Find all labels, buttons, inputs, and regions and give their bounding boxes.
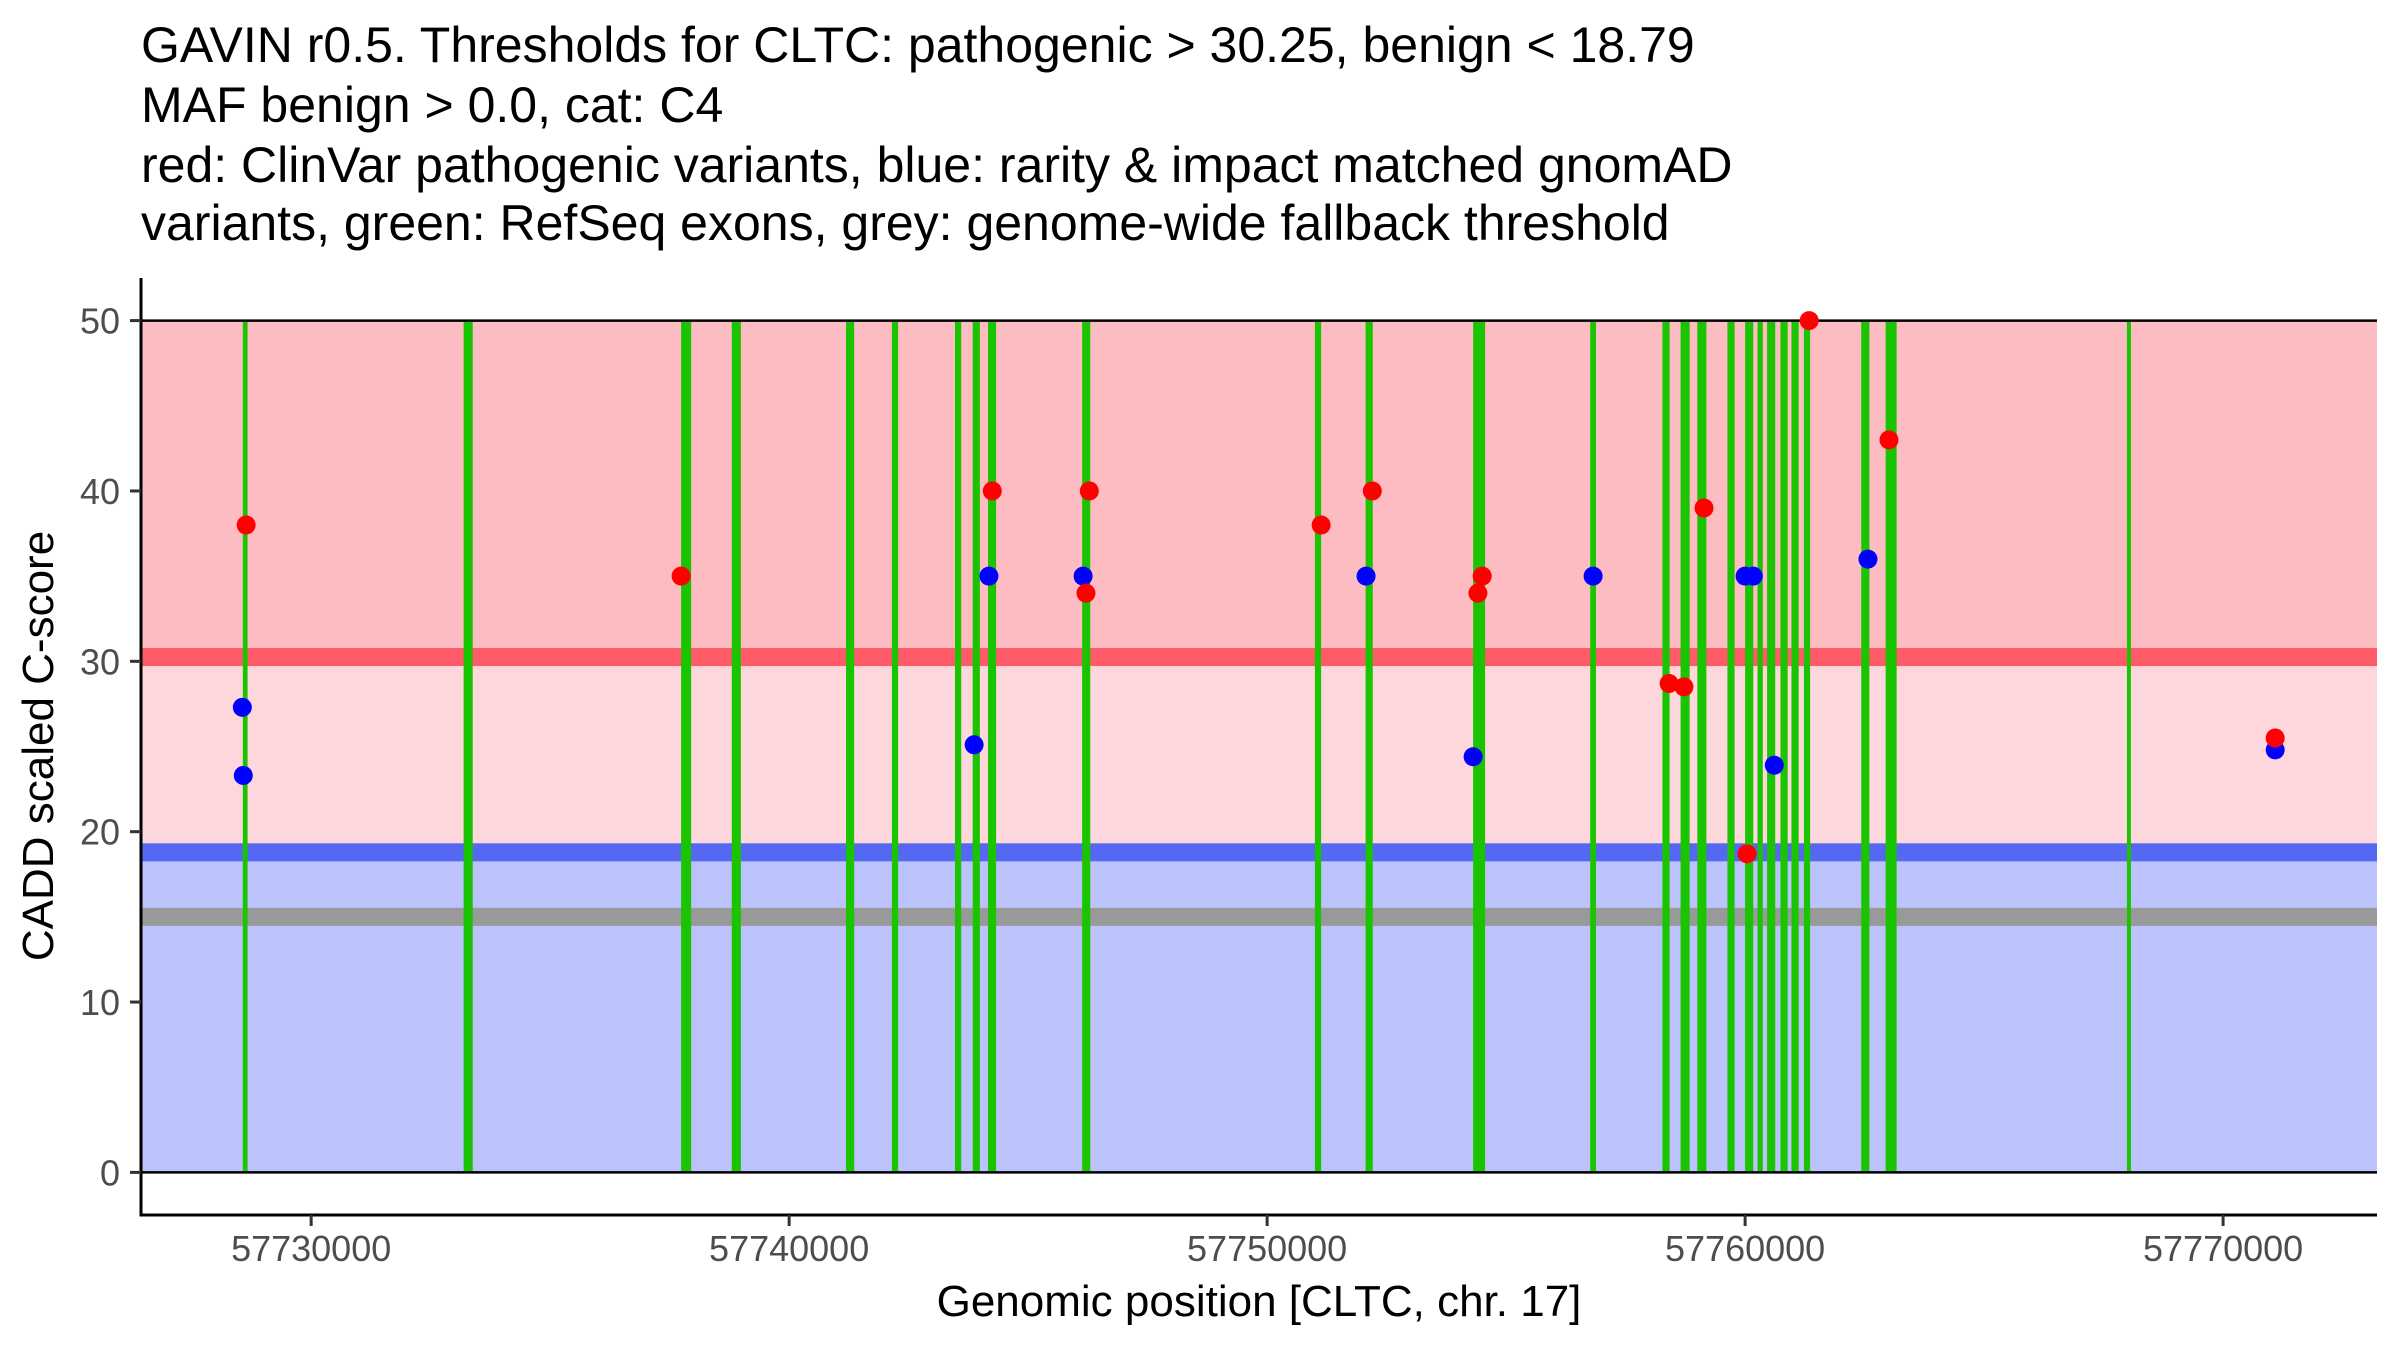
x-tick-label: 57760000 [1665,1228,1825,1269]
gnomad-point [1073,566,1093,586]
clinvar-point [1737,844,1757,864]
exon-line [1473,320,1486,1173]
y-tick-label: 30 [80,641,120,682]
gnomad-point [1356,566,1376,586]
exon-line [1082,320,1091,1173]
chart-title: GAVIN r0.5. Thresholds for CLTC: pathoge… [141,17,1732,251]
clinvar-point [1659,673,1679,693]
exon-line [1662,320,1670,1173]
y-tick-label: 40 [80,471,120,512]
threshold-zones [142,320,2377,1173]
y-tick-label: 20 [80,812,120,853]
clinvar-point [236,515,256,535]
gnomad-point [232,697,252,717]
exon-line [1590,320,1596,1173]
pathogenic-threshold-line [142,648,2377,667]
clinvar-point [1472,566,1492,586]
exon-line [1745,320,1754,1173]
clinvar-point [1076,583,1096,603]
x-tick-label: 57770000 [2143,1228,2303,1269]
gnomad-series [232,549,2285,785]
exon-line [1861,320,1870,1173]
y-ticks: 0 10 20 30 40 50 [80,301,141,1193]
title-line-2: MAF benign > 0.0, cat: C4 [141,77,723,133]
title-line-4: variants, green: RefSeq exons, grey: gen… [141,195,1670,251]
clinvar-point [1362,481,1382,501]
gnomad-point [1463,747,1483,767]
exon-line [1791,320,1799,1173]
exon-line [891,320,899,1173]
exon-line [731,320,741,1173]
clinvar-point [1879,430,1899,450]
gnomad-point [1858,549,1878,569]
exon-line [1780,320,1788,1173]
y-tick-label: 10 [80,982,120,1023]
exon-line [681,320,692,1173]
clinvar-point [1311,515,1331,535]
x-axis-title: Genomic position [CLTC, chr. 17] [937,1277,1582,1326]
title-line-1: GAVIN r0.5. Thresholds for CLTC: pathoge… [141,17,1695,73]
clinvar-point [1799,311,1819,331]
exon-line [955,320,962,1173]
clinvar-point [1468,583,1488,603]
gnomad-point [1743,566,1763,586]
exon-line [1885,320,1897,1173]
exon-line [1680,320,1690,1173]
clinvar-point [1674,677,1694,697]
exon-line [2126,320,2131,1173]
benign-zone [142,852,2377,1173]
y-tick-label: 0 [100,1152,120,1193]
clinvar-series [236,311,2285,864]
y-axis-title: CADD scaled C-score [14,531,63,961]
pathogenic-zone [142,320,2377,658]
exon-line [1365,320,1373,1173]
clinvar-point [982,481,1002,501]
gnomad-point [1583,566,1603,586]
exon-lines [242,320,2131,1173]
exon-line [1767,320,1776,1173]
x-tick-label: 57740000 [709,1228,869,1269]
exon-line [1757,320,1763,1173]
y-tick-label: 50 [80,301,120,342]
fallback-threshold-line [142,907,2377,926]
gnomad-point [964,735,984,755]
gnomad-point [233,765,253,785]
exon-line [1314,320,1322,1173]
exon-line [987,320,997,1173]
exon-line [1803,320,1811,1173]
axes [139,278,2377,1217]
clinvar-point [2265,728,2285,748]
clinvar-point [1694,498,1714,518]
variant-points [232,311,2285,864]
exon-line [846,320,855,1173]
title-line-3: red: ClinVar pathogenic variants, blue: … [141,137,1732,193]
x-tick-label: 57750000 [1187,1228,1347,1269]
x-ticks: 57730000 57740000 57750000 57760000 57770000 [231,1215,2303,1269]
zone-frame [142,319,2377,1174]
clinvar-point [1079,481,1099,501]
x-tick-label: 57730000 [231,1228,391,1269]
gnomad-point [979,566,999,586]
gnomad-point [1764,755,1784,775]
intermediate-zone [142,657,2377,853]
clinvar-point [671,566,691,586]
exon-line [242,320,248,1173]
threshold-lines [142,648,2377,926]
exon-line [1697,320,1707,1173]
benign-threshold-line [142,843,2377,862]
exon-line [463,320,473,1173]
exon-line [1727,320,1735,1173]
